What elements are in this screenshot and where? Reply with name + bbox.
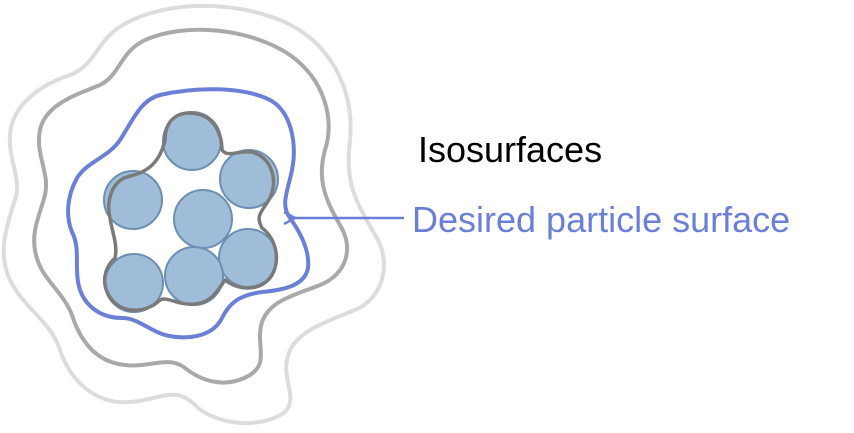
isosurfaces-label: Isosurfaces xyxy=(418,129,603,170)
particle-cluster xyxy=(103,111,279,313)
middle-isosurface-contour xyxy=(32,27,350,385)
outer-isosurface-contour xyxy=(1,3,386,426)
particle xyxy=(173,189,233,249)
desired-particle-surface-label: Desired particle surface xyxy=(412,199,791,240)
desired-particle-surface-contour xyxy=(66,87,311,340)
particle xyxy=(103,170,163,230)
inner-isosurface-contour xyxy=(103,111,279,312)
